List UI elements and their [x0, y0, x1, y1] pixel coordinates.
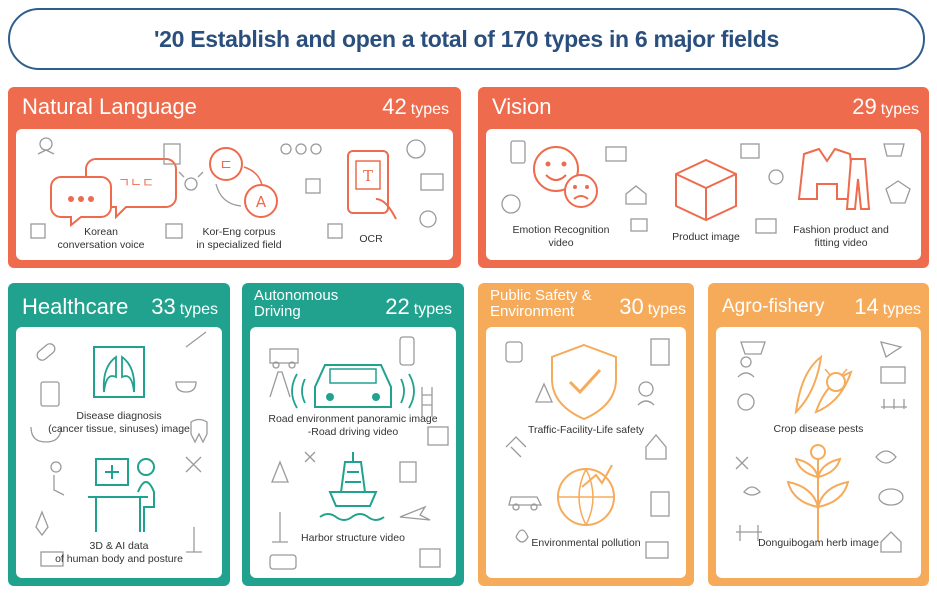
- panel-agro-fishery: Agro-fishery 14 types: [708, 283, 929, 586]
- car-icon: [291, 364, 415, 409]
- item-fashion-product-video: Fashion product and fitting video: [793, 224, 889, 249]
- icon-layer: [269, 336, 449, 570]
- panel-count: 22 types: [385, 294, 452, 319]
- icon-layer: [30, 331, 208, 567]
- icon-layer: [501, 140, 911, 234]
- decorative-grey-icons: [505, 338, 670, 559]
- panel-title: Natural Language: [22, 94, 197, 119]
- svg-text:T: T: [363, 167, 373, 185]
- speech-bubbles-icon: ㄱㄴㄷ: [50, 158, 177, 228]
- item-emotion-recognition-video: Emotion Recognition video: [512, 224, 610, 249]
- item-disease-diagnosis-image: Disease diagnosis (cancer tissue, sinuse…: [48, 410, 190, 435]
- korean-bubble-text: ㄱㄴㄷ: [118, 176, 154, 191]
- icon-layer: [505, 338, 670, 559]
- doctor-desk-icon: [88, 458, 155, 532]
- translate-icon: ㄷ A: [209, 147, 278, 218]
- panel-body: Disease diagnosis (cancer tissue, sinuse…: [16, 327, 222, 578]
- shield-check-icon: [551, 343, 617, 421]
- ocr-phone-icon: T: [347, 150, 397, 220]
- banner-title: '20 Establish and open a total of 170 ty…: [154, 25, 779, 52]
- panel-title: Healthcare: [22, 294, 129, 319]
- item-product-image: Product image: [672, 231, 740, 243]
- item-traffic-facility-life-safety: Traffic-Facility-Life safety: [527, 424, 645, 436]
- panel-count: 33 types: [151, 294, 218, 319]
- item-kor-eng-corpus: Kor-Eng corpus in specialized field: [196, 226, 282, 251]
- svg-text:A: A: [256, 193, 267, 211]
- panel-natural-language: Natural Language 42 types ㄱㄴㄷ ㄷ A T: [8, 87, 461, 268]
- panel-public-safety-environment: Public Safety & Environment 30 types: [478, 283, 694, 586]
- herb-plant-icon: [786, 444, 850, 542]
- item-road-environment-panoramic: Road environment panoramic image -Road d…: [268, 413, 438, 438]
- item-3d-ai-human-body-data: 3D & AI data of human body and posture: [55, 540, 183, 565]
- item-crop-disease-pests: Crop disease pests: [773, 423, 864, 435]
- decorative-grey-icons: [30, 331, 208, 567]
- decorative-grey-icons: [30, 137, 444, 239]
- item-korean-conversation-voice: Korean conversation voice: [57, 226, 145, 251]
- emotion-faces-icon: [533, 146, 598, 208]
- item-harbor-structure-video: Harbor structure video: [301, 532, 405, 544]
- item-ocr: OCR: [359, 233, 383, 245]
- icon-layer: ㄱㄴㄷ ㄷ A T: [30, 137, 444, 239]
- panel-body: Emotion Recognition video Product image …: [486, 129, 921, 260]
- panel-title: Autonomous Driving: [254, 287, 339, 320]
- panel-autonomous-driving: Autonomous Driving 22 types: [242, 283, 464, 586]
- panel-count: 30 types: [619, 294, 686, 319]
- panel-body: Road environment panoramic image -Road d…: [250, 327, 456, 578]
- decorative-grey-icons: [269, 336, 449, 570]
- pollution-globe-icon: [557, 464, 615, 526]
- icon-layer: [735, 341, 907, 553]
- panel-healthcare: Healthcare 33 types: [8, 283, 230, 586]
- product-box-icon: [675, 158, 737, 222]
- panel-body: ㄱㄴㄷ ㄷ A T: [16, 129, 453, 260]
- panel-title: Agro-fishery: [722, 296, 825, 317]
- panel-count: 14 types: [854, 294, 921, 319]
- panel-title: Public Safety & Environment: [490, 287, 592, 320]
- svg-text:ㄷ: ㄷ: [219, 156, 233, 174]
- panel-title: Vision: [492, 94, 552, 119]
- harbor-buoy-icon: [319, 452, 385, 521]
- item-environmental-pollution: Environmental pollution: [531, 537, 641, 549]
- header-banner: '20 Establish and open a total of 170 ty…: [8, 8, 925, 70]
- item-donguibogam-herb-image: Donguibogam herb image: [758, 537, 879, 549]
- panel-count: 42 types: [382, 94, 449, 119]
- panel-vision: Vision 29 types: [478, 87, 929, 268]
- decorative-grey-icons: [501, 140, 911, 234]
- panel-body: Traffic-Facility-Life safety Environment…: [486, 327, 686, 578]
- panel-count: 29 types: [852, 94, 919, 119]
- lungs-xray-icon: [93, 346, 145, 398]
- decorative-grey-icons: [735, 341, 907, 553]
- crop-pest-icon: [794, 354, 853, 415]
- panel-body: Crop disease pests Donguibogam herb imag…: [716, 327, 921, 578]
- suit-icon: [797, 147, 871, 210]
